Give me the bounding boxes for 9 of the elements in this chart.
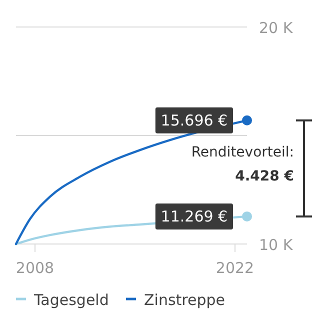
y-tick-label: 10 K [259,236,294,254]
x-tick-label: 2008 [16,259,54,277]
data-label: 11.269 € [160,207,228,226]
legend-label: Zinstreppe [144,291,225,309]
annotation: Renditevorteil: 4.428 € [191,144,294,184]
y-tick-label: 20 K [259,19,294,37]
x-tick-label: 2022 [216,259,254,277]
legend-label: Tagesgeld [33,291,109,309]
data-label: 15.696 € [160,111,228,130]
